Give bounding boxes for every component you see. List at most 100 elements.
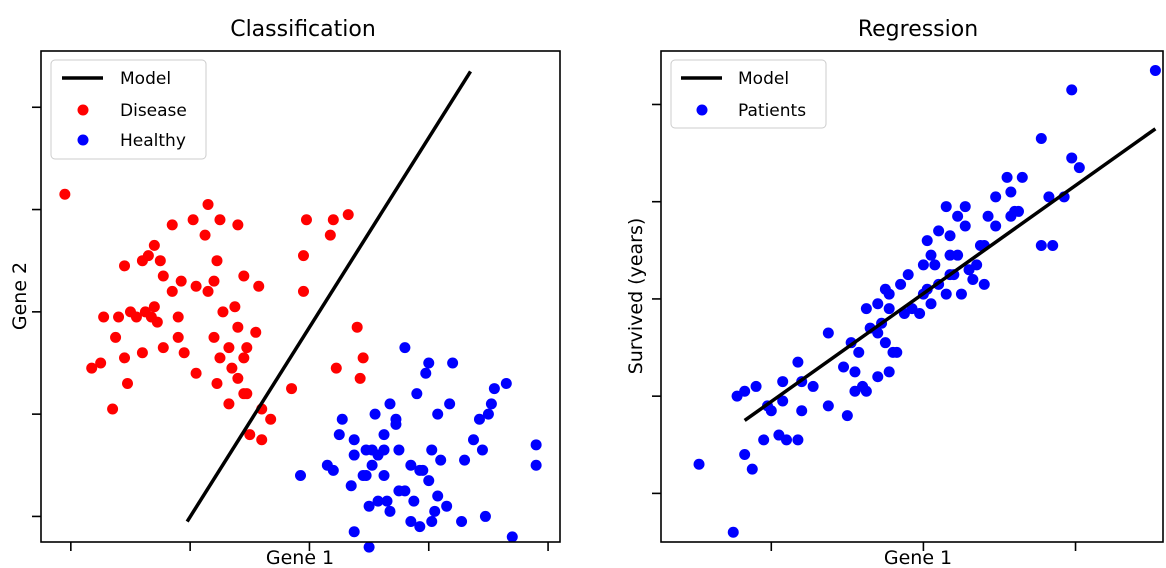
- regression-point-patients: [781, 434, 792, 446]
- classification-point-healthy: [372, 449, 384, 461]
- classification-point-healthy: [405, 459, 417, 471]
- regression-point-patients: [792, 356, 804, 368]
- classification-point-healthy: [357, 470, 369, 482]
- classification-point-disease: [110, 331, 122, 343]
- classification-model-line: [185, 70, 472, 523]
- classification-plot: Classification Model Disease Healthy Gen…: [9, 17, 561, 568]
- regression-point-patients: [727, 526, 739, 538]
- classification-point-disease: [119, 260, 131, 272]
- regression-point-patients: [849, 385, 861, 397]
- regression-point-patients: [967, 273, 979, 285]
- classification-point-healthy: [435, 454, 447, 466]
- classification-point-healthy: [432, 408, 444, 420]
- regression-point-patients: [849, 366, 861, 378]
- classification-point-disease: [151, 316, 163, 328]
- classification-point-disease: [265, 413, 277, 425]
- classification-legend-disease-swatch: [77, 104, 89, 116]
- regression-point-patients: [1043, 191, 1055, 203]
- regression-point-patients: [990, 220, 1002, 232]
- classification-point-healthy: [426, 516, 438, 528]
- regression-point-patients: [872, 298, 884, 310]
- classification-point-disease: [297, 250, 309, 262]
- classification-xlabel: Gene 1: [266, 547, 334, 568]
- classification-point-healthy: [378, 470, 390, 482]
- classification-point-disease: [324, 229, 336, 241]
- classification-ylabel: Gene 2: [9, 262, 31, 330]
- classification-point-disease: [136, 255, 148, 267]
- classification-point-healthy: [417, 464, 429, 476]
- classification-legend: Model Disease Healthy: [50, 59, 207, 160]
- regression-plot: Regression Model Patients Gene 1 Survive…: [625, 17, 1164, 568]
- regression-plot-frame: [660, 50, 1164, 543]
- classification-point-healthy: [369, 408, 381, 420]
- classification-point-disease: [107, 403, 119, 415]
- classification-point-healthy: [348, 449, 360, 461]
- classification-point-disease: [217, 306, 229, 318]
- classification-point-disease: [178, 347, 190, 359]
- classification-point-healthy: [363, 541, 375, 553]
- regression-point-patients: [1073, 162, 1085, 174]
- regression-marks: [693, 64, 1161, 538]
- classification-point-disease: [122, 377, 133, 389]
- classification-point-disease: [148, 301, 160, 313]
- classification-point-disease: [208, 331, 220, 343]
- classification-point-disease: [327, 214, 339, 226]
- regression-point-patients: [822, 400, 834, 412]
- classification-point-disease: [241, 388, 253, 400]
- regression-point-patients: [796, 405, 808, 417]
- classification-point-disease: [86, 362, 98, 374]
- classification-point-healthy: [429, 505, 441, 517]
- classification-point-healthy: [378, 429, 390, 441]
- regression-legend-patients-swatch: [696, 104, 708, 116]
- classification-point-healthy: [506, 531, 518, 543]
- classification-point-healthy: [366, 459, 378, 471]
- classification-point-disease: [330, 362, 342, 374]
- regression-point-patients: [1012, 205, 1024, 217]
- classification-point-disease: [229, 301, 241, 313]
- classification-point-disease: [172, 331, 184, 343]
- classification-legend-healthy-label: Healthy: [120, 131, 186, 151]
- regression-point-patients: [1016, 171, 1028, 183]
- classification-point-healthy: [482, 408, 494, 420]
- regression-point-patients: [1005, 186, 1017, 198]
- classification-point-disease: [202, 198, 214, 210]
- regression-point-patients: [883, 303, 895, 315]
- classification-point-disease: [223, 398, 235, 410]
- classification-point-disease: [253, 280, 265, 292]
- regression-ylabel: Survived (years): [625, 218, 647, 375]
- classification-point-healthy: [393, 485, 405, 497]
- regression-point-patients: [974, 239, 986, 251]
- classification-point-healthy: [414, 521, 426, 533]
- regression-point-patients: [872, 371, 884, 383]
- classification-point-healthy: [399, 342, 411, 354]
- classification-point-healthy: [408, 495, 420, 507]
- classification-point-disease: [226, 362, 238, 374]
- regression-point-patients: [838, 361, 850, 373]
- classification-point-disease: [172, 311, 184, 323]
- classification-point-healthy: [333, 429, 345, 441]
- classification-point-disease: [214, 352, 226, 364]
- regression-point-patients: [959, 201, 971, 213]
- regression-point-patients: [750, 380, 762, 392]
- classification-point-disease: [223, 342, 235, 354]
- classification-legend-healthy-swatch: [77, 134, 89, 146]
- classification-plot-frame: [40, 50, 561, 543]
- regression-point-patients: [1035, 239, 1047, 251]
- classification-legend-disease-label: Disease: [120, 101, 187, 121]
- classification-point-disease: [113, 311, 125, 323]
- classification-point-disease: [119, 352, 131, 364]
- regression-point-patients: [940, 288, 952, 300]
- classification-point-healthy: [447, 357, 459, 369]
- classification-point-healthy: [476, 444, 488, 456]
- regression-point-patients: [978, 278, 990, 290]
- classification-point-disease: [157, 270, 169, 282]
- classification-point-healthy: [500, 377, 512, 389]
- regression-point-patients: [982, 210, 994, 222]
- regression-point-patients: [853, 346, 865, 358]
- regression-point-patients: [879, 283, 891, 295]
- classification-point-healthy: [432, 490, 444, 502]
- classification-point-disease: [190, 280, 202, 292]
- classification-legend-box: [50, 59, 207, 160]
- regression-point-patients: [959, 220, 971, 232]
